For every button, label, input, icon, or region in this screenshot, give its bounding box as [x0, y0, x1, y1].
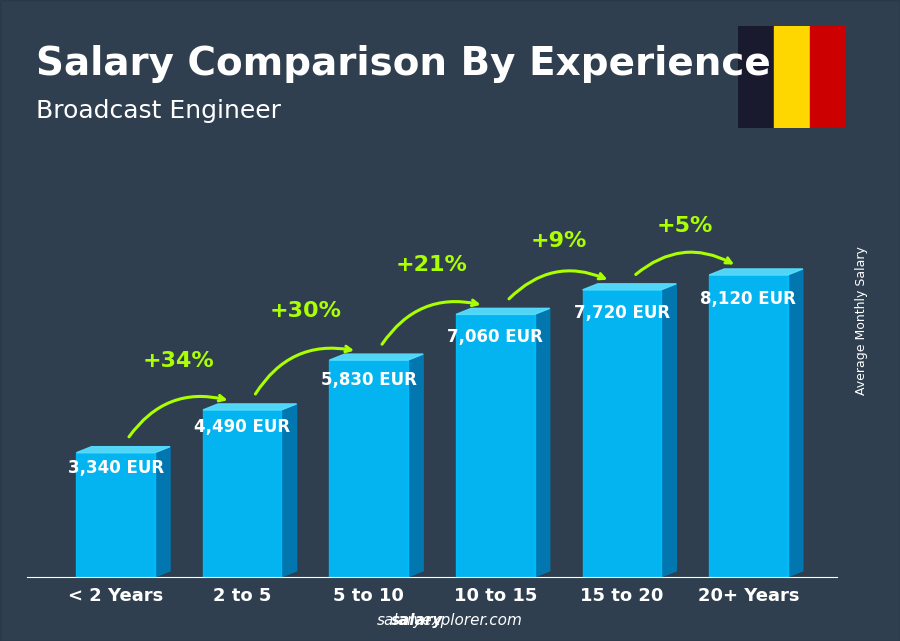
Text: Average Monthly Salary: Average Monthly Salary [856, 246, 868, 395]
Bar [774, 26, 810, 128]
Text: +5%: +5% [657, 216, 714, 236]
Polygon shape [535, 308, 550, 577]
Text: Broadcast Engineer: Broadcast Engineer [36, 99, 281, 123]
Text: +21%: +21% [396, 255, 468, 275]
Text: 5,830 EUR: 5,830 EUR [320, 371, 417, 389]
Text: salaryexplorer.com: salaryexplorer.com [377, 613, 523, 628]
Polygon shape [709, 269, 803, 275]
Text: 4,490 EUR: 4,490 EUR [194, 419, 290, 437]
Text: 8,120 EUR: 8,120 EUR [700, 290, 796, 308]
Bar [456, 314, 535, 577]
Text: Salary Comparison By Experience: Salary Comparison By Experience [36, 45, 770, 83]
Text: +9%: +9% [530, 231, 587, 251]
Polygon shape [202, 404, 297, 410]
Text: salary: salary [391, 613, 443, 628]
Bar [582, 290, 662, 577]
Polygon shape [155, 447, 170, 577]
Polygon shape [582, 284, 676, 290]
Bar [202, 410, 282, 577]
Polygon shape [788, 269, 803, 577]
Polygon shape [329, 354, 423, 360]
Text: 3,340 EUR: 3,340 EUR [68, 459, 164, 477]
Text: 7,720 EUR: 7,720 EUR [574, 304, 670, 322]
Bar [329, 360, 408, 577]
Bar [738, 26, 774, 128]
Bar [76, 453, 155, 577]
Bar [709, 275, 788, 577]
Bar [810, 26, 846, 128]
Text: +30%: +30% [269, 301, 341, 321]
Polygon shape [408, 354, 423, 577]
Polygon shape [662, 284, 676, 577]
Text: 7,060 EUR: 7,060 EUR [447, 328, 544, 345]
Text: +34%: +34% [143, 351, 215, 370]
Polygon shape [456, 308, 550, 314]
Polygon shape [76, 447, 170, 453]
Polygon shape [282, 404, 297, 577]
